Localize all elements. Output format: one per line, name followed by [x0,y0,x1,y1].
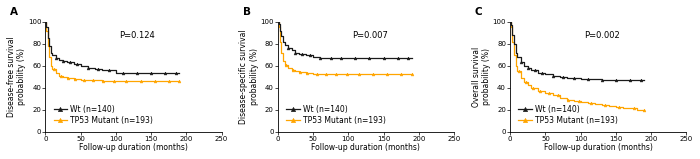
X-axis label: Follow-up duration (months): Follow-up duration (months) [79,143,188,152]
Text: A: A [10,7,18,17]
Text: C: C [475,7,482,17]
Text: P=0.124: P=0.124 [120,31,155,40]
Y-axis label: Overall survival
probability (%): Overall survival probability (%) [472,47,491,107]
Legend: Wt (n=140), TP53 Mutant (n=193): Wt (n=140), TP53 Mutant (n=193) [50,102,156,128]
X-axis label: Follow-up duration (months): Follow-up duration (months) [312,143,421,152]
Legend: Wt (n=140), TP53 Mutant (n=193): Wt (n=140), TP53 Mutant (n=193) [515,102,621,128]
X-axis label: Follow-up duration (months): Follow-up duration (months) [544,143,653,152]
Text: P=0.002: P=0.002 [584,31,620,40]
Legend: Wt (n=140), TP53 Mutant (n=193): Wt (n=140), TP53 Mutant (n=193) [283,102,388,128]
Text: B: B [243,7,251,17]
Text: P=0.007: P=0.007 [352,31,388,40]
Y-axis label: Disease-specific survival
probability (%): Disease-specific survival probability (%… [239,29,259,124]
Y-axis label: Disease-free survival
probability (%): Disease-free survival probability (%) [7,36,27,117]
